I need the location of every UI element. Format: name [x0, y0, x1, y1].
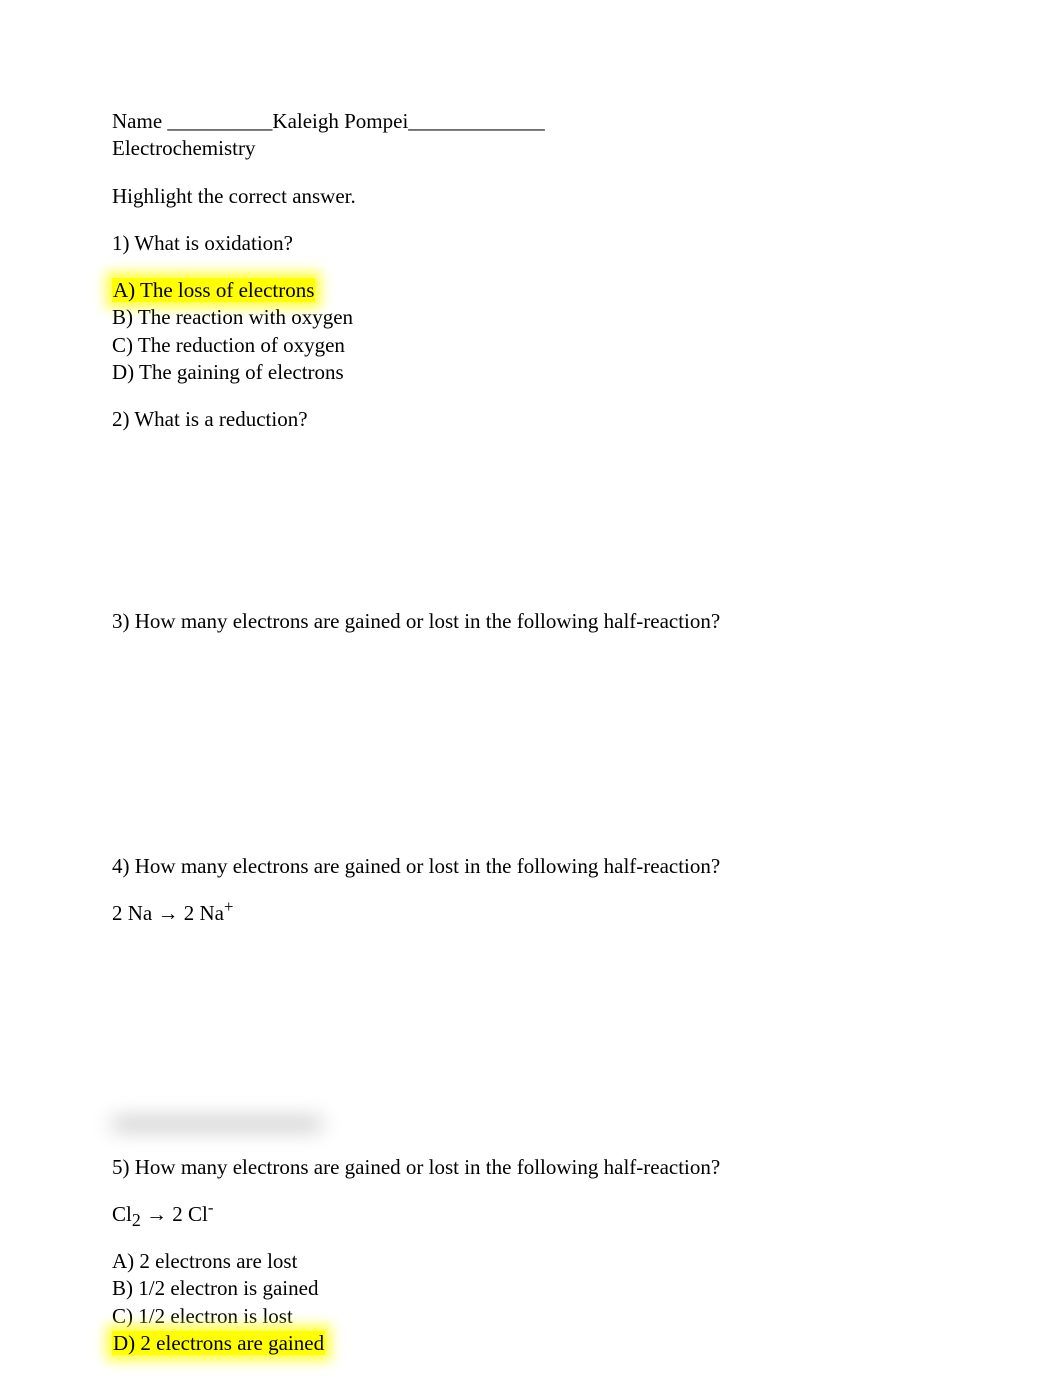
q4-eq-right-base: 2 Na	[184, 901, 224, 925]
q5-eq-right-base: 2 Cl	[172, 1202, 208, 1226]
q5-option-a: A) 2 electrons are lost	[112, 1248, 950, 1275]
q5-d-highlight: D) 2 electrons are gained	[112, 1331, 325, 1355]
q4-eq-arrow: →	[158, 901, 179, 925]
q4-equation: 2 Na → 2 Na+	[112, 900, 950, 927]
q2-answer-space	[112, 434, 950, 608]
name-line: Name __________Kaleigh Pompei___________…	[112, 108, 950, 135]
q4-answer-space	[112, 928, 950, 1118]
blurred-inner	[112, 1118, 322, 1130]
q1-a-highlight: A) The loss of electrons	[112, 278, 315, 302]
q5-option-b: B) 1/2 electron is gained	[112, 1275, 950, 1302]
q1-option-c: C) The reduction of oxygen	[112, 332, 950, 359]
q5-option-d: D) 2 electrons are gained	[112, 1330, 950, 1357]
q5-eq-right-sup: -	[208, 1198, 214, 1217]
q2-prompt: 2) What is a reduction?	[112, 406, 950, 433]
q1-option-a: A) The loss of electrons	[112, 277, 950, 304]
q5-eq-left-sub: 2	[132, 1210, 141, 1230]
q5-option-c: C) 1/2 electron is lost	[112, 1303, 950, 1330]
q5-eq-left-base: Cl	[112, 1202, 132, 1226]
name-label: Name __________	[112, 109, 272, 133]
instruction-line: Highlight the correct answer.	[112, 183, 950, 210]
q4-eq-right-sup: +	[224, 897, 233, 916]
subject-line: Electrochemistry	[112, 135, 950, 162]
q5-prompt: 5) How many electrons are gained or lost…	[112, 1154, 950, 1181]
q1-prompt: 1) What is oxidation?	[112, 230, 950, 257]
q3-answer-space	[112, 635, 950, 853]
q5-eq-arrow: →	[146, 1202, 167, 1226]
q4-eq-left: 2 Na	[112, 901, 152, 925]
q1-option-d: D) The gaining of electrons	[112, 359, 950, 386]
student-name: Kaleigh Pompei_____________	[272, 109, 544, 133]
q4-prompt: 4) How many electrons are gained or lost…	[112, 853, 950, 880]
blurred-region	[112, 1118, 950, 1142]
q3-prompt: 3) How many electrons are gained or lost…	[112, 608, 950, 635]
q1-option-b: B) The reaction with oxygen	[112, 304, 950, 331]
q5-equation: Cl2 → 2 Cl-	[112, 1201, 950, 1228]
